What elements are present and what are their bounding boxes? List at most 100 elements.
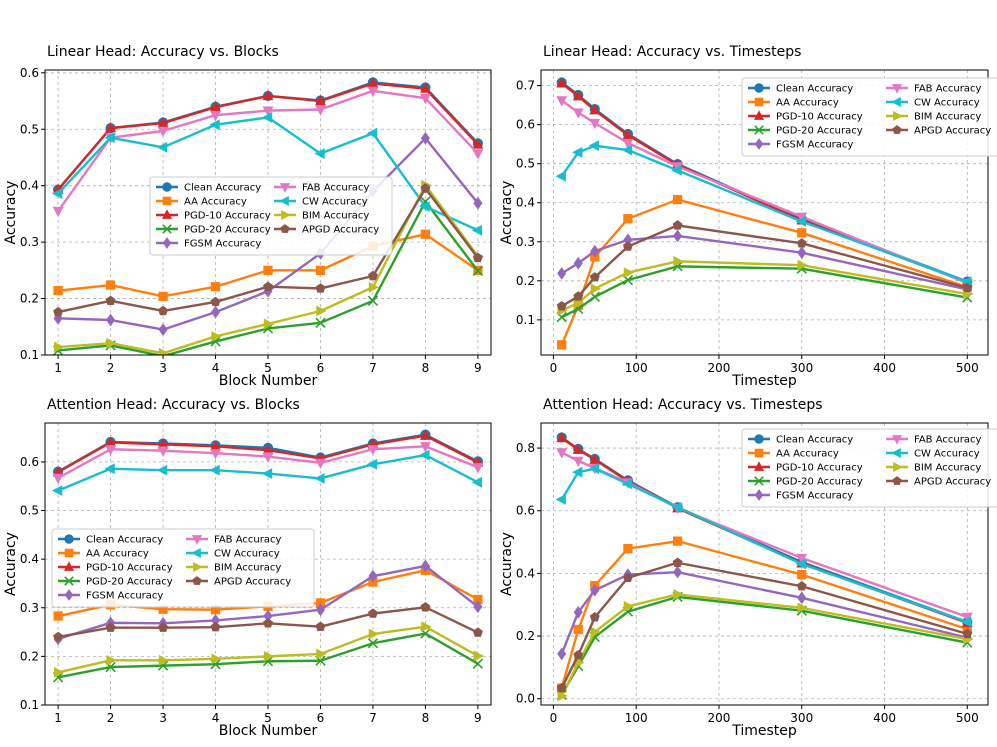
data-point [106, 654, 117, 666]
data-point [556, 448, 568, 459]
y-axis-label: Accuracy [3, 532, 19, 596]
data-point [53, 611, 63, 621]
legend-label: FAB Accuracy [914, 84, 981, 95]
legend-marker [753, 110, 765, 120]
data-point [367, 86, 379, 98]
data-point [419, 429, 431, 440]
x-axis-label: Block Number [219, 723, 318, 739]
data-point [316, 305, 327, 317]
legend-box [51, 528, 315, 608]
data-point [158, 622, 169, 632]
data-point [797, 602, 808, 614]
legend-marker [162, 182, 172, 192]
legend-label: AA Accuracy [86, 549, 149, 560]
data-point [673, 229, 683, 243]
legend-label: CW Accuracy [914, 98, 980, 109]
data-point [366, 127, 378, 139]
legend-box [741, 428, 997, 508]
data-point [419, 82, 431, 93]
data-point [672, 194, 683, 205]
data-point [262, 89, 274, 101]
x-tick-label: 6 [317, 711, 325, 725]
data-point [210, 621, 221, 632]
legend-marker [754, 125, 764, 135]
legend-label: PGD-20 Accuracy [776, 477, 863, 488]
x-tick-label: 3 [159, 711, 167, 725]
series-line [561, 224, 968, 308]
legend-marker [191, 535, 203, 545]
data-point [672, 557, 683, 567]
series-fab-accuracy [52, 442, 484, 485]
data-point [263, 265, 273, 275]
series-apgd-accuracy [556, 220, 973, 311]
data-point [52, 473, 64, 485]
legend-label: BIM Accuracy [914, 112, 981, 123]
axes-frame [540, 69, 989, 356]
data-point [367, 270, 378, 281]
legend-label: Clean Accuracy [776, 84, 853, 95]
x-tick-label: 8 [422, 711, 430, 725]
y-tick-label: 0.2 [20, 649, 39, 663]
x-tick-label: 9 [474, 361, 482, 375]
y-tick-label: 0.8 [516, 441, 535, 455]
y-tick-label: 0.6 [20, 66, 39, 80]
data-point [367, 295, 379, 306]
data-point [314, 472, 325, 484]
data-point [367, 638, 379, 649]
legend: Clean Accuracy AA Accuracy PGD-10 Accuracy… [741, 428, 997, 508]
data-point [368, 628, 380, 640]
y-tick-label: 0.6 [20, 455, 39, 469]
data-point [556, 77, 568, 88]
data-point [420, 559, 430, 573]
data-point [315, 105, 326, 116]
data-point [557, 267, 567, 280]
series-cw-accuracy [51, 449, 483, 497]
data-point [419, 94, 431, 105]
data-point [158, 305, 169, 316]
data-point [797, 228, 807, 238]
y-tick-label: 0.1 [20, 698, 39, 712]
legend-label: PGD-10 Accuracy [184, 211, 271, 222]
data-point [672, 220, 683, 230]
data-point [368, 569, 378, 583]
legend-label: PGD-20 Accuracy [776, 126, 863, 137]
legend-marker [64, 548, 74, 558]
data-point [211, 305, 221, 319]
panel-title: Linear Head: Accuracy vs. Blocks [47, 44, 279, 60]
legend-label: CW Accuracy [214, 549, 280, 560]
data-point [796, 238, 807, 248]
legend-label: AA Accuracy [184, 197, 247, 208]
data-point [315, 265, 326, 275]
series-fab-accuracy [556, 96, 973, 290]
data-point [158, 291, 168, 301]
data-point [556, 682, 567, 693]
legend-label: CW Accuracy [302, 197, 368, 208]
x-axis-label: Block Number [219, 373, 318, 389]
series-bim-accuracy [557, 588, 974, 702]
legend-label: FGSM Accuracy [776, 140, 853, 151]
data-point [797, 246, 807, 260]
data-point [420, 229, 431, 239]
x-tick-label: 200 [708, 361, 731, 375]
x-tick-label: 2 [107, 361, 115, 375]
legend-label: APGD Accuracy [914, 126, 991, 137]
y-tick-label: 0.4 [20, 179, 39, 193]
data-point [53, 631, 64, 642]
legend-label: FGSM Accuracy [86, 591, 163, 602]
series-fab-accuracy [52, 86, 484, 218]
data-point [53, 666, 65, 678]
series-apgd-accuracy [53, 183, 483, 317]
y-tick-label: 0.1 [516, 313, 535, 327]
plot-area [555, 431, 974, 702]
legend-marker [63, 561, 75, 571]
y-tick-label: 0.3 [516, 235, 535, 249]
data-point [573, 605, 583, 619]
data-point [367, 445, 379, 456]
legend-label: Clean Accuracy [86, 535, 163, 546]
data-point [262, 452, 274, 463]
data-point [557, 647, 567, 661]
y-tick-label: 0.4 [20, 552, 39, 566]
data-point [209, 464, 220, 476]
data-point [472, 463, 484, 474]
data-point [420, 131, 430, 145]
